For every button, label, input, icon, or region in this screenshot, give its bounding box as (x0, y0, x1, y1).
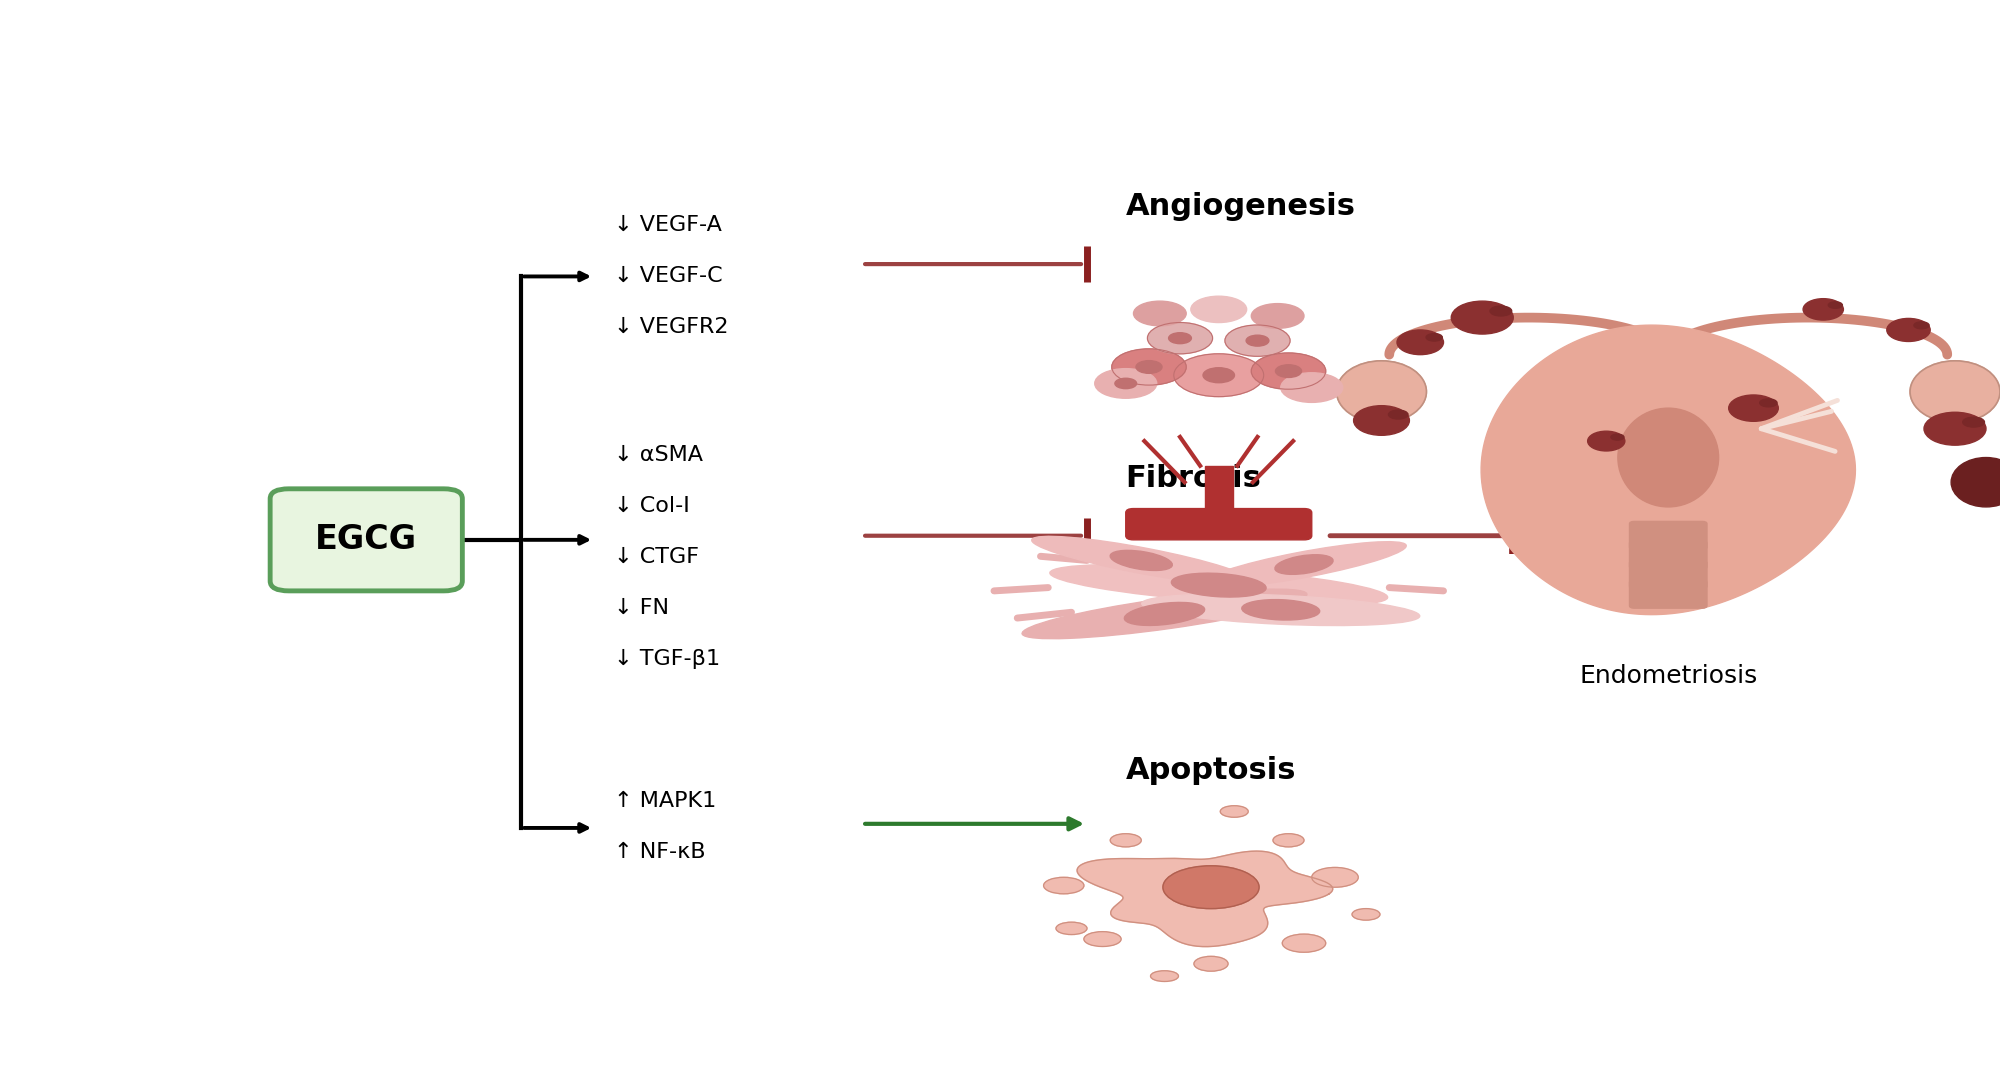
Ellipse shape (1056, 923, 1088, 934)
Text: ↓ VEGFR2: ↓ VEGFR2 (614, 316, 728, 337)
Ellipse shape (1276, 365, 1302, 377)
Ellipse shape (1274, 834, 1304, 847)
Ellipse shape (1050, 564, 1388, 606)
Circle shape (1354, 405, 1410, 435)
Ellipse shape (1136, 360, 1162, 373)
Ellipse shape (1828, 301, 1842, 308)
Text: ↓ CTGF: ↓ CTGF (614, 547, 700, 568)
FancyBboxPatch shape (1630, 560, 1708, 589)
Text: Endometriosis: Endometriosis (1580, 664, 1758, 687)
Text: ↓ TGF-β1: ↓ TGF-β1 (614, 649, 720, 669)
Ellipse shape (1110, 834, 1142, 847)
Ellipse shape (1084, 932, 1122, 946)
Ellipse shape (1610, 434, 1624, 440)
Ellipse shape (1910, 361, 2000, 422)
Ellipse shape (1952, 458, 2000, 507)
Text: ↓ Col-I: ↓ Col-I (614, 496, 690, 516)
Circle shape (1886, 319, 1930, 341)
Ellipse shape (1032, 537, 1250, 585)
FancyBboxPatch shape (270, 489, 462, 591)
Circle shape (1396, 330, 1444, 355)
Ellipse shape (1242, 600, 1320, 620)
Text: ↓ VEGF-A: ↓ VEGF-A (614, 215, 722, 235)
Ellipse shape (1110, 551, 1172, 571)
Ellipse shape (1114, 378, 1136, 389)
Ellipse shape (1336, 361, 1426, 422)
Ellipse shape (1246, 336, 1268, 346)
Ellipse shape (1274, 555, 1334, 574)
Circle shape (1924, 413, 1986, 445)
Ellipse shape (1134, 301, 1186, 326)
Text: ↓ FN: ↓ FN (614, 599, 670, 618)
Text: Apoptosis: Apoptosis (1126, 756, 1296, 785)
Ellipse shape (1124, 603, 1204, 625)
Ellipse shape (1352, 909, 1380, 920)
Ellipse shape (1490, 306, 1512, 316)
Ellipse shape (1172, 573, 1266, 598)
Ellipse shape (1962, 417, 1984, 428)
Ellipse shape (1044, 878, 1084, 894)
Ellipse shape (1220, 806, 1248, 817)
Ellipse shape (1252, 353, 1326, 389)
Polygon shape (1482, 325, 1856, 615)
Text: EGCG: EGCG (316, 524, 418, 556)
Text: Fibrosis: Fibrosis (1126, 464, 1262, 493)
Circle shape (1804, 298, 1844, 320)
FancyBboxPatch shape (1630, 522, 1708, 549)
Ellipse shape (1224, 325, 1290, 356)
Ellipse shape (1426, 334, 1442, 341)
Ellipse shape (1282, 934, 1326, 952)
Ellipse shape (1618, 408, 1718, 507)
Ellipse shape (1388, 410, 1408, 419)
FancyBboxPatch shape (1630, 541, 1708, 569)
Ellipse shape (1204, 368, 1234, 383)
Ellipse shape (1148, 323, 1212, 354)
Text: Angiogenesis: Angiogenesis (1126, 192, 1356, 221)
Circle shape (1452, 301, 1514, 334)
Circle shape (1588, 431, 1624, 451)
Ellipse shape (1168, 332, 1192, 343)
Ellipse shape (1194, 957, 1228, 971)
Ellipse shape (1914, 322, 1930, 329)
Text: ↑ NF-κB: ↑ NF-κB (614, 842, 706, 862)
FancyBboxPatch shape (1630, 580, 1708, 608)
Text: ↑ MAPK1: ↑ MAPK1 (614, 791, 716, 811)
FancyBboxPatch shape (1126, 509, 1312, 540)
Ellipse shape (1252, 304, 1304, 328)
Ellipse shape (1190, 296, 1246, 323)
Text: ↓ αSMA: ↓ αSMA (614, 445, 704, 465)
Ellipse shape (1174, 354, 1264, 397)
Ellipse shape (1202, 542, 1406, 587)
Ellipse shape (1142, 594, 1420, 625)
Polygon shape (1078, 851, 1332, 947)
Circle shape (1728, 394, 1778, 421)
Ellipse shape (1094, 369, 1156, 399)
Ellipse shape (1280, 373, 1342, 402)
Ellipse shape (1150, 971, 1178, 981)
Ellipse shape (1760, 399, 1778, 407)
Ellipse shape (1112, 348, 1186, 385)
Bar (1204, 466, 1232, 536)
Ellipse shape (1162, 866, 1260, 909)
Text: ↓ VEGF-C: ↓ VEGF-C (614, 266, 722, 285)
Ellipse shape (1022, 589, 1306, 638)
Ellipse shape (1312, 867, 1358, 887)
